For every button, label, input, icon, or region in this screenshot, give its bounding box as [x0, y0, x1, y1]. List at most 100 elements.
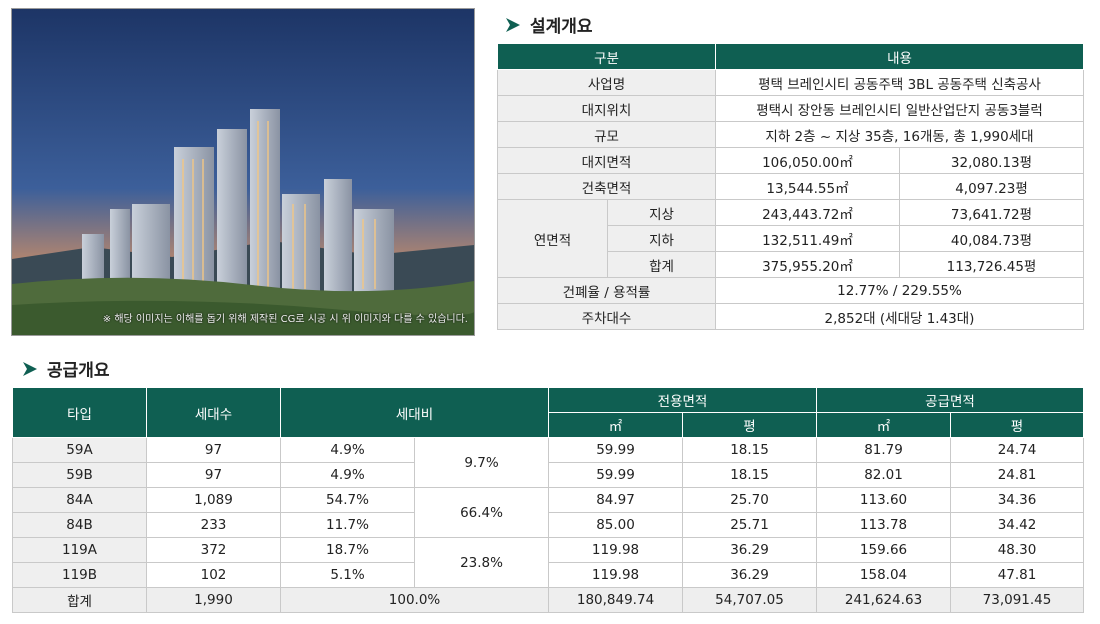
exclusive-m2-cell: 59.99 [548, 437, 684, 463]
header-supply-pyeong: 평 [950, 412, 1085, 438]
exclusive-pyeong-cell: 36.29 [682, 537, 818, 563]
table-header-row: 타입 세대수 세대비 전용면적 공급면적 [12, 387, 1085, 438]
ratio-cell: 18.7% [280, 537, 415, 563]
apartment-rendering-image: ※ 해당 이미지는 이해를 돕기 위해 제작된 CG로 시공 시 위 이미지와 … [11, 8, 475, 336]
supply-pyeong-cell: 34.36 [950, 487, 1085, 513]
type-cell: 59A [12, 437, 147, 463]
building-area-m2: 13,544.55㎡ [715, 173, 900, 200]
supply-m2-cell: 159.66 [816, 537, 952, 563]
households-cell: 102 [146, 562, 281, 588]
row-label: 건축면적 [497, 173, 716, 200]
row-label: 대지면적 [497, 147, 716, 174]
table-total-row: 합계 1,990 100.0% 180,849.74 54,707.05 241… [12, 587, 1085, 613]
header-type: 타입 [12, 387, 147, 438]
header-exclusive-area: 전용면적 [548, 387, 818, 413]
supply-pyeong-cell: 48.30 [950, 537, 1085, 563]
group-ratio-cell: 23.8% [413, 537, 550, 588]
type-cell: 84A [12, 487, 147, 513]
group-ratio-cell: 66.4% [413, 487, 550, 538]
table-row: 119B 102 5.1% 119.98 36.29 158.04 47.81 [12, 562, 1085, 588]
header-exclusive-m2: ㎡ [548, 412, 684, 438]
table-row: 건폐율 / 용적률 12.77% / 229.55% [497, 277, 1084, 304]
header-ratio: 세대비 [279, 387, 550, 438]
type-cell: 84B [12, 512, 147, 538]
supply-pyeong-cell: 24.81 [950, 462, 1085, 488]
site-area-pyeong: 32,080.13평 [899, 147, 1084, 174]
project-name-value: 평택 브레인시티 공동주택 3BL 공동주택 신축공사 [715, 69, 1084, 96]
table-row: 59B 97 4.9% 59.99 18.15 82.01 24.81 [12, 462, 1085, 488]
table-header-row: ㎡ 평 ㎡ 평 [13, 412, 1085, 438]
total-ratio-cell: 100.0% [279, 587, 550, 613]
supply-m2-cell: 82.01 [816, 462, 952, 488]
table-row: 연면적 지상 243,443.72㎡ 73,641.72평 [497, 199, 1084, 278]
supply-pyeong-cell: 34.42 [950, 512, 1085, 538]
supply-m2-cell: 113.60 [816, 487, 952, 513]
supply-pyeong-cell: 24.74 [950, 437, 1085, 463]
table-row: 대지위치 평택시 장안동 브레인시티 일반산업단지 공동3블럭 [497, 95, 1084, 122]
header-content: 내용 [715, 43, 1084, 70]
header-households: 세대수 [146, 387, 281, 438]
exclusive-pyeong-cell: 36.29 [682, 562, 818, 588]
row-label: 연면적 [497, 199, 608, 278]
row-label: 주차대수 [497, 303, 716, 330]
ratio-cell: 4.9% [280, 462, 415, 488]
scale-value: 지하 2층 ~ 지상 35층, 16개동, 총 1,990세대 [715, 121, 1084, 148]
table-row: 건축면적 13,544.55㎡ 4,097.23평 [497, 173, 1084, 200]
chevron-right-icon [506, 17, 520, 32]
table-row: 84B 233 11.7% 85.00 25.71 113.78 34.42 [12, 512, 1085, 538]
row-label: 사업명 [497, 69, 716, 96]
type-cell: 59B [12, 462, 147, 488]
exclusive-m2-cell: 59.99 [548, 462, 684, 488]
total-households-cell: 1,990 [146, 587, 281, 613]
exclusive-pyeong-cell: 18.15 [682, 462, 818, 488]
header-category: 구분 [497, 43, 716, 70]
design-section-title-text: 설계개요 [530, 17, 593, 37]
design-overview-table: 구분 내용 사업명 평택 브레인시티 공동주택 3BL 공동주택 신축공사 대지… [497, 43, 1084, 330]
table-header-row: 구분 내용 [497, 43, 1084, 70]
total-exclusive-m2-cell: 180,849.74 [548, 587, 684, 613]
table-row: 84A 1,089 54.7% 66.4% 84.97 25.70 113.60… [12, 487, 1085, 538]
ratio-cell: 5.1% [280, 562, 415, 588]
total-exclusive-pyeong-cell: 54,707.05 [682, 587, 818, 613]
households-cell: 97 [146, 462, 281, 488]
header-exclusive-pyeong: 평 [682, 412, 818, 438]
households-cell: 1,089 [146, 487, 281, 513]
sub-row-label: 지상 [607, 199, 716, 226]
table-row: 사업명 평택 브레인시티 공동주택 3BL 공동주택 신축공사 [497, 69, 1084, 96]
gross-total-m2: 375,955.20㎡ [715, 251, 900, 278]
gross-below-pyeong: 40,084.73평 [899, 225, 1084, 252]
table-row: 59A 97 4.9% 9.7% 59.99 18.15 81.79 24.74 [12, 437, 1085, 488]
type-cell: 119B [12, 562, 147, 588]
group-ratio-cell: 9.7% [413, 437, 550, 488]
image-disclaimer-caption: ※ 해당 이미지는 이해를 돕기 위해 제작된 CG로 시공 시 위 이미지와 … [102, 314, 468, 325]
supply-pyeong-cell: 47.81 [950, 562, 1085, 588]
parking-value: 2,852대 (세대당 1.43대) [715, 303, 1084, 330]
supply-m2-cell: 113.78 [816, 512, 952, 538]
table-row: 규모 지하 2층 ~ 지상 35층, 16개동, 총 1,990세대 [497, 121, 1084, 148]
exclusive-m2-cell: 119.98 [548, 562, 684, 588]
households-cell: 372 [146, 537, 281, 563]
site-location-value: 평택시 장안동 브레인시티 일반산업단지 공동3블럭 [715, 95, 1084, 122]
households-cell: 97 [146, 437, 281, 463]
supply-m2-cell: 158.04 [816, 562, 952, 588]
header-supply-m2: ㎡ [816, 412, 952, 438]
sub-row-label: 합계 [607, 251, 716, 278]
total-supply-pyeong-cell: 73,091.45 [950, 587, 1085, 613]
supply-section-title-text: 공급개요 [47, 361, 110, 381]
ratio-cell: 11.7% [280, 512, 415, 538]
type-cell: 119A [12, 537, 147, 563]
header-supply-area: 공급면적 [816, 387, 1085, 413]
table-row: 대지면적 106,050.00㎡ 32,080.13평 [497, 147, 1084, 174]
exclusive-pyeong-cell: 18.15 [682, 437, 818, 463]
row-label: 건폐율 / 용적률 [497, 277, 716, 304]
ratio-cell: 4.9% [280, 437, 415, 463]
households-cell: 233 [146, 512, 281, 538]
building-area-pyeong: 4,097.23평 [899, 173, 1084, 200]
gross-above-pyeong: 73,641.72평 [899, 199, 1084, 226]
rendering-illustration [12, 9, 474, 335]
gross-above-m2: 243,443.72㎡ [715, 199, 900, 226]
design-section-title: 설계개요 [504, 12, 593, 37]
row-label: 규모 [497, 121, 716, 148]
gross-total-pyeong: 113,726.45평 [899, 251, 1084, 278]
site-area-m2: 106,050.00㎡ [715, 147, 900, 174]
